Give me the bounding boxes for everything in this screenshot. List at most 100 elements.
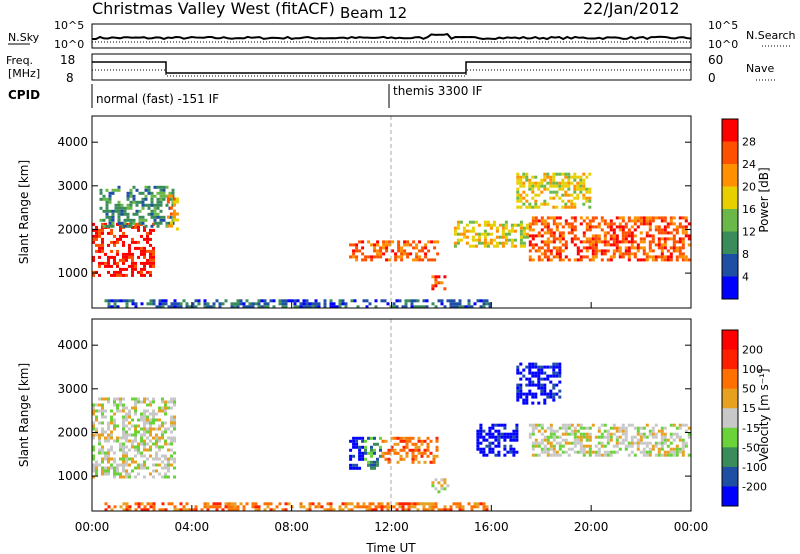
heatmap-cell-6 [540,426,544,430]
heatmap-cell-7 [555,184,559,188]
heatmap-cell-1 [120,221,124,225]
heatmap-cell-8 [212,502,216,506]
heatmap-cell-6 [537,231,541,235]
heatmap-cell-8 [203,302,207,306]
heatmap-cell-0 [134,466,137,470]
heatmap-cell-6 [612,444,616,448]
heatmap-cell-6 [534,441,538,445]
heatmap-cell-6 [627,219,631,223]
heatmap-cell-6 [528,423,532,427]
heatmap-cell-7 [522,184,526,188]
heatmap-cell-0 [143,454,146,458]
heatmap-cell-6 [687,435,691,439]
heatmap-cell-0 [119,237,122,241]
heatmap-cell-0 [122,424,125,428]
heatmap-cell-5 [534,365,538,369]
heatmap-cell-6 [531,228,535,232]
heatmap-cell-6 [555,453,559,457]
heatmap-cell-8 [395,299,399,303]
heatmap-cell-2 [172,215,176,219]
heatmap-cell-5 [501,226,505,230]
heatmap-cell-7 [528,202,532,206]
heatmap-cell-5 [501,223,505,227]
heatmap-cell-1 [117,206,121,210]
heatmap-cell-0 [125,415,128,419]
heatmap-cell-7 [570,202,574,206]
heatmap-cell-6 [621,432,625,436]
heatmap-cell-0 [167,457,170,461]
heatmap-cell-6 [567,441,571,445]
heatmap-cell-8 [338,305,342,308]
heatmap-cell-6 [558,453,562,457]
heatmap-cell-5 [495,244,499,248]
heatmap-cell-0 [119,273,122,277]
heatmap-cell-8 [194,305,198,308]
heatmap-cell-8 [251,302,255,306]
heatmap-cell-1 [129,221,133,225]
heatmap-cell-2 [172,212,176,216]
heatmap-cell-0 [101,240,104,244]
heatmap-cell-6 [567,426,571,430]
heatmap-cell-8 [158,305,162,308]
heatmap-cell-0 [134,454,137,458]
heatmap-cell-0 [116,463,119,467]
heatmap-cell-6 [612,237,616,241]
heatmap-cell-6 [648,234,652,238]
heatmap-cell-8 [215,505,219,509]
heatmap-cell-6 [579,423,583,427]
date-label: 22/Jan/2012 [583,0,680,18]
heatmap-cell-2 [364,448,367,452]
heatmap-cell-8 [227,505,231,509]
heatmap-cell-8 [350,299,354,303]
heatmap-cell-0 [161,406,164,410]
heatmap-cell-4 [509,447,513,451]
heatmap-cell-2 [367,460,370,464]
heatmap-cell-6 [639,426,643,430]
heatmap-cell-7 [540,178,544,182]
heatmap-cell-2 [364,439,367,443]
heatmap-cell-6 [645,444,649,448]
heatmap-cell-6 [636,249,640,253]
heatmap-cell-4 [500,423,504,427]
nsearch-label: N.Search [746,29,796,42]
heatmap-cell-0 [113,418,116,422]
heatmap-cell-3 [406,255,410,259]
heatmap-cell-0 [131,424,134,428]
heatmap-cell-4 [503,423,507,427]
heatmap-cell-7 [537,181,541,185]
heatmap-cell-7 [561,187,565,191]
heatmap-cell-0 [101,237,104,241]
heatmap-cell-6 [558,240,562,244]
heatmap-cell-8 [314,299,318,303]
heatmap-cell-0 [137,424,140,428]
heatmap-cell-5 [507,232,511,236]
heatmap-cell-2 [370,448,373,452]
heatmap-cell-6 [543,435,547,439]
heatmap-cell-1 [150,215,154,219]
heatmap-cell-0 [170,397,173,401]
heatmap-cell-0 [119,234,122,238]
heatmap-cell-0 [164,430,167,434]
heatmap-cell-8 [329,502,333,506]
heatmap-cell-6 [669,252,673,256]
heatmap-cell-0 [98,261,101,265]
heatmap-cell-8 [458,505,462,509]
heatmap-cell-3 [409,243,413,247]
heatmap-cell-0 [128,448,131,452]
heatmap-cell-8 [338,302,342,306]
heatmap-cell-6 [669,450,673,454]
heatmap-cell-3 [396,442,400,446]
heatmap-cell-0 [164,472,167,476]
heatmap-cell-0 [149,228,152,232]
heatmap-cell-0 [134,400,137,404]
heatmap-cell-7 [567,205,571,209]
heatmap-cell-6 [651,216,655,220]
heatmap-cell-6 [585,228,589,232]
heatmap-cell-1 [156,206,160,210]
heatmap-cell-4 [503,438,507,442]
heatmap-cell-0 [170,421,173,425]
heatmap-cell-8 [287,502,291,506]
heatmap-cell-3 [421,249,425,253]
heatmap-cell-0 [116,252,119,256]
